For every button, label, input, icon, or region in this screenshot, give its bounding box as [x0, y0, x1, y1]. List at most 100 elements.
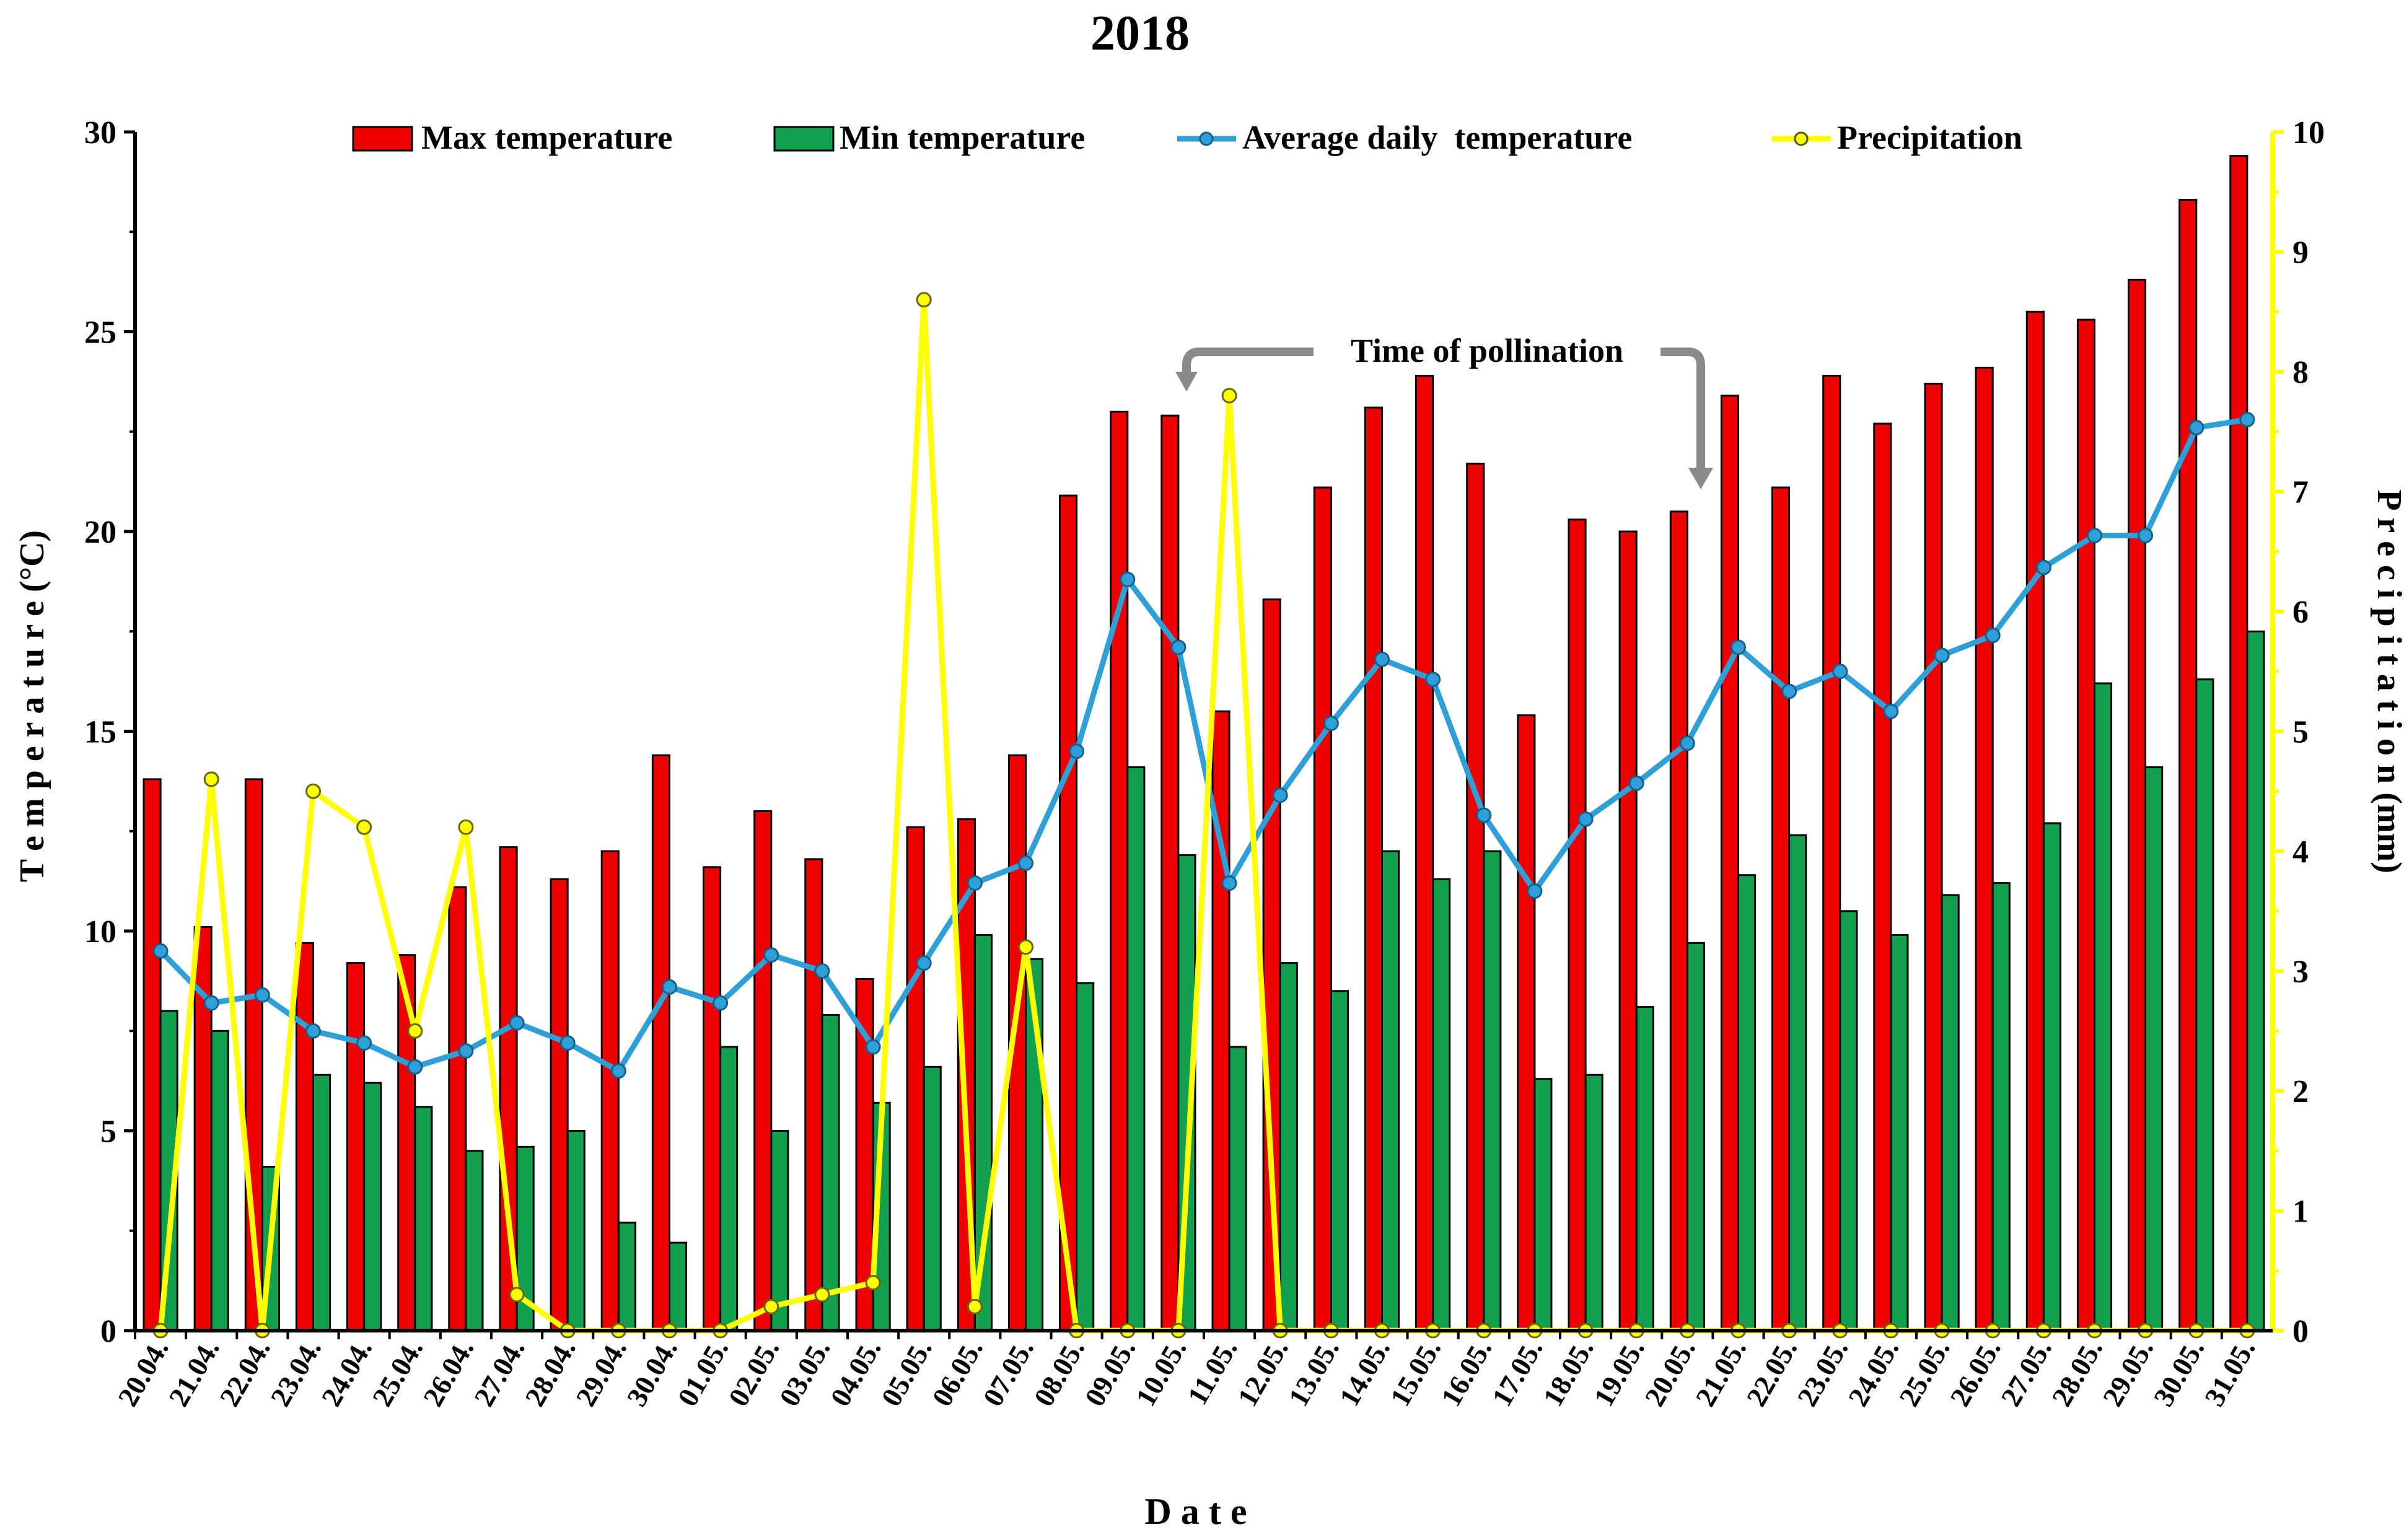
- min-temp-bar-31: [1737, 874, 1757, 1332]
- precip-point-6: [458, 819, 474, 835]
- x-tick-label-37: 27.05.: [1994, 1334, 2058, 1412]
- avg-temp-point-1: [203, 995, 219, 1011]
- avg-temp-point-19: [1120, 571, 1136, 587]
- min-temp-bar-4: [363, 1082, 382, 1332]
- max-temp-bar-33: [1822, 375, 1841, 1332]
- min-temp-bar-26: [1483, 850, 1502, 1332]
- avg-temp-point-40: [2188, 419, 2204, 435]
- max-temp-bar-26: [1466, 462, 1485, 1332]
- avg-temp-point-24: [1374, 651, 1390, 667]
- pollination-bracket-right: [1660, 348, 1705, 468]
- min-temp-bar-34: [1890, 934, 1909, 1332]
- min-temp-bar-33: [1839, 910, 1858, 1332]
- avg-temp-point-14: [865, 1039, 881, 1055]
- avg-temp-point-32: [1781, 683, 1797, 699]
- x-tick-label-4: 24.04.: [315, 1334, 379, 1412]
- max-temp-bar-40: [2178, 199, 2198, 1332]
- max-temp-bar-41: [2229, 155, 2248, 1332]
- max-temp-bar-38: [2076, 318, 2095, 1332]
- pollination-label: Time of pollination: [1351, 332, 1623, 369]
- avg-temp-point-41: [2239, 411, 2255, 427]
- min-temp-bar-37: [2042, 822, 2061, 1332]
- max-temp-bar-35: [1924, 382, 1943, 1332]
- max-temp-bar-31: [1720, 395, 1739, 1332]
- y2-tick-label-2: 2: [2292, 1074, 2309, 1109]
- x-tick-label-41: 31.05.: [2198, 1334, 2261, 1412]
- max-temp-bar-25: [1415, 375, 1434, 1332]
- max-temp-bar-3: [295, 942, 314, 1332]
- min-temp-bar-23: [1330, 990, 1349, 1332]
- x-tick-label-40: 30.05.: [2147, 1334, 2211, 1412]
- min-temp-bar-11: [719, 1046, 739, 1332]
- avg-temp-point-0: [152, 943, 169, 959]
- avg-temp-point-21: [1221, 875, 1237, 891]
- min-temp-bar-15: [923, 1065, 942, 1332]
- x-tick-label-30: 20.05.: [1638, 1334, 1701, 1412]
- max-temp-bar-0: [143, 778, 162, 1332]
- max-temp-bar-23: [1313, 486, 1332, 1332]
- x-tick-label-1: 21.04.: [162, 1334, 226, 1412]
- min-temp-bar-36: [1991, 882, 2011, 1332]
- avg-temp-point-33: [1832, 663, 1848, 680]
- y2-tick-label-6: 6: [2292, 595, 2309, 630]
- min-temp-bar-22: [1279, 962, 1298, 1332]
- max-temp-bar-20: [1160, 414, 1180, 1332]
- avg-temp-point-8: [559, 1035, 576, 1051]
- x-axis-title: D a t e: [1145, 1491, 1247, 1532]
- max-temp-bar-36: [1975, 367, 1994, 1332]
- avg-temp-point-22: [1272, 787, 1288, 803]
- precip-point-3: [305, 783, 321, 799]
- min-temp-bar-29: [1635, 1006, 1654, 1332]
- avg-temp-point-7: [509, 1015, 525, 1031]
- precip-point-21: [1221, 388, 1237, 404]
- avg-temp-point-12: [763, 947, 779, 963]
- avg-temp-point-28: [1577, 811, 1594, 827]
- min-temp-bar-28: [1584, 1074, 1603, 1332]
- x-tick-label-33: 23.05.: [1791, 1334, 1854, 1412]
- legend-label-precip: Precipitation: [1837, 119, 2022, 156]
- x-tick-label-9: 29.04.: [569, 1334, 633, 1412]
- avg-temp-point-4: [356, 1035, 372, 1051]
- y2-tick-label-10: 10: [2292, 115, 2325, 151]
- x-tick-label-0: 20.04.: [112, 1334, 175, 1412]
- max-temp-bar-15: [906, 826, 925, 1332]
- min-temp-bar-27: [1533, 1078, 1553, 1332]
- avg-temp-point-26: [1476, 807, 1492, 823]
- min-temp-bar-35: [1941, 894, 1960, 1332]
- max-temp-bar-28: [1568, 518, 1587, 1332]
- x-tick-label-29: 19.05.: [1587, 1334, 1651, 1412]
- max-temp-bar-6: [448, 886, 467, 1332]
- x-tick-label-26: 16.05.: [1435, 1334, 1498, 1412]
- x-tick-label-8: 28.04.: [519, 1334, 582, 1412]
- precip-point-17: [1018, 939, 1033, 955]
- avg-temp-point-9: [610, 1063, 626, 1079]
- min-temp-bar-41: [2246, 630, 2265, 1332]
- avg-temp-point-16: [967, 875, 983, 891]
- legend: Max temperature Min temperature Average …: [352, 119, 2022, 156]
- x-tick-label-36: 26.05.: [1944, 1334, 2007, 1412]
- avg-temp-point-10: [662, 979, 677, 995]
- min-temp-bar-17: [1025, 958, 1044, 1332]
- x-tick-label-13: 03.05.: [773, 1334, 836, 1412]
- x-tick-label-12: 02.05.: [722, 1334, 786, 1412]
- avg-temp-point-25: [1425, 672, 1441, 688]
- min-temp-bar-24: [1381, 850, 1400, 1332]
- avg-temp-point-37: [2035, 559, 2051, 575]
- min-temp-bar-5: [414, 1106, 433, 1332]
- min-temp-bar-3: [312, 1074, 331, 1332]
- precip-point-13: [814, 1287, 830, 1303]
- y2-tick-label-3: 3: [2292, 955, 2309, 990]
- x-tick-label-38: 28.05.: [2045, 1334, 2108, 1412]
- max-temp-bar-19: [1110, 411, 1129, 1332]
- avg-temp-point-36: [1985, 628, 2001, 644]
- axes-layer: [124, 130, 2284, 1339]
- x-tick-label-11: 01.05.: [672, 1334, 735, 1412]
- max-temp-bar-32: [1771, 486, 1791, 1332]
- x-tick-label-39: 29.05.: [2097, 1334, 2160, 1412]
- legend-marker-avg: [1199, 131, 1214, 146]
- y2-tick-label-8: 8: [2292, 355, 2309, 390]
- min-temp-bar-13: [821, 1013, 840, 1332]
- legend-marker-precip: [1794, 131, 1809, 146]
